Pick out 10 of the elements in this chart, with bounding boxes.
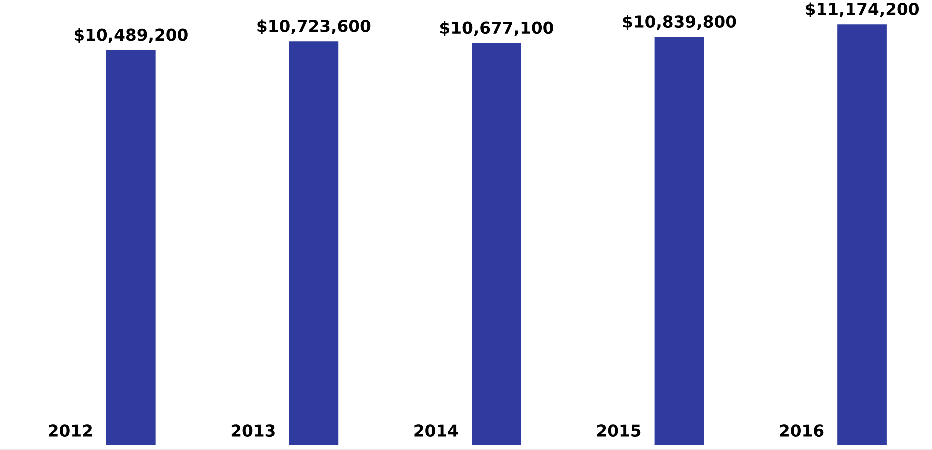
x-tick-label: 2013	[232, 424, 275, 438]
data-label: $10,839,800	[623, 15, 736, 30]
x-tick-label: 2016	[780, 424, 824, 438]
x-tick-label: 2014	[414, 424, 458, 438]
x-tick-label: 2012	[49, 424, 92, 438]
data-label: $10,489,200	[74, 28, 188, 44]
data-label: $10,723,600	[258, 20, 371, 35]
x-tick-label: 2015	[598, 424, 641, 438]
data-label: $10,677,100	[440, 22, 554, 36]
data-label: $11,174,200	[806, 2, 919, 18]
